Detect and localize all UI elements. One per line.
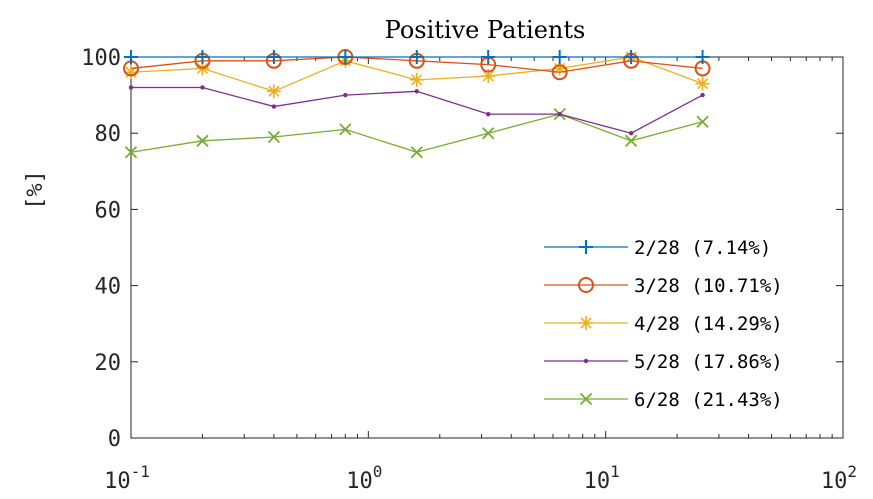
series-line bbox=[131, 86, 703, 134]
data-point bbox=[196, 134, 209, 147]
chart-title: Positive Patients bbox=[385, 16, 586, 44]
legend-label: 2/28 (7.14%) bbox=[634, 237, 771, 259]
y-tick-label: 60 bbox=[95, 198, 122, 223]
data-point bbox=[271, 104, 277, 109]
plot-axes: 0 20 40 60 80 100 10-1 100 101 102 bbox=[81, 46, 857, 494]
data-point bbox=[409, 50, 424, 64]
y-tick-label: 40 bbox=[95, 275, 122, 300]
legend-marker bbox=[578, 277, 594, 293]
data-point bbox=[195, 50, 210, 64]
data-point bbox=[481, 69, 496, 84]
y-tick-label: 20 bbox=[95, 351, 122, 376]
y-tick-label: 100 bbox=[81, 46, 121, 71]
data-point bbox=[414, 89, 419, 94]
data-point bbox=[339, 123, 352, 136]
legend-marker bbox=[579, 316, 593, 330]
series-line bbox=[130, 113, 703, 153]
legend-marker bbox=[583, 358, 589, 364]
data-point bbox=[267, 130, 281, 144]
legend: 2/28 (7.14%) 3/28 (10.71%) 4/28 (14.29%) 5/… bbox=[544, 237, 783, 411]
data-point bbox=[266, 84, 281, 99]
x-tick-label: 101 bbox=[584, 462, 620, 494]
data-point bbox=[557, 111, 562, 117]
series-group bbox=[124, 50, 710, 99]
data-point bbox=[409, 72, 424, 87]
data-point bbox=[486, 111, 491, 117]
data-point bbox=[124, 50, 138, 64]
y-tick-label: 80 bbox=[95, 122, 122, 147]
legend-label: 3/28 (10.71%) bbox=[634, 275, 783, 297]
series-layer bbox=[123, 49, 711, 159]
data-point bbox=[696, 115, 709, 128]
data-point bbox=[481, 50, 496, 64]
x-tick-label: 100 bbox=[346, 462, 382, 494]
data-point bbox=[128, 85, 134, 90]
data-point bbox=[624, 50, 639, 64]
data-point bbox=[343, 92, 348, 98]
data-point bbox=[410, 146, 423, 159]
data-point bbox=[482, 127, 495, 140]
x-tick-label: 10-1 bbox=[104, 462, 150, 494]
data-point bbox=[266, 50, 281, 64]
legend-label: 6/28 (21.43%) bbox=[634, 389, 783, 411]
data-point bbox=[552, 50, 567, 64]
data-point bbox=[551, 64, 568, 81]
data-point bbox=[700, 92, 705, 98]
data-point bbox=[338, 50, 353, 64]
data-point bbox=[200, 85, 205, 90]
series-group bbox=[124, 50, 710, 64]
legend-marker bbox=[579, 240, 593, 254]
legend-label: 5/28 (17.86%) bbox=[634, 351, 783, 373]
y-tick-label: 0 bbox=[108, 427, 121, 452]
y-axis-label: [%] bbox=[23, 170, 48, 210]
data-point bbox=[624, 134, 638, 147]
data-point bbox=[695, 76, 710, 91]
legend-label: 4/28 (14.29%) bbox=[634, 313, 783, 335]
legend-marker bbox=[579, 392, 593, 406]
data-point bbox=[695, 50, 710, 64]
series-group bbox=[128, 85, 705, 136]
data-point bbox=[124, 146, 138, 159]
data-point bbox=[628, 131, 634, 136]
data-point bbox=[552, 61, 567, 76]
data-point bbox=[124, 65, 138, 80]
x-tick-label: 102 bbox=[821, 462, 857, 494]
series-group bbox=[124, 108, 709, 159]
